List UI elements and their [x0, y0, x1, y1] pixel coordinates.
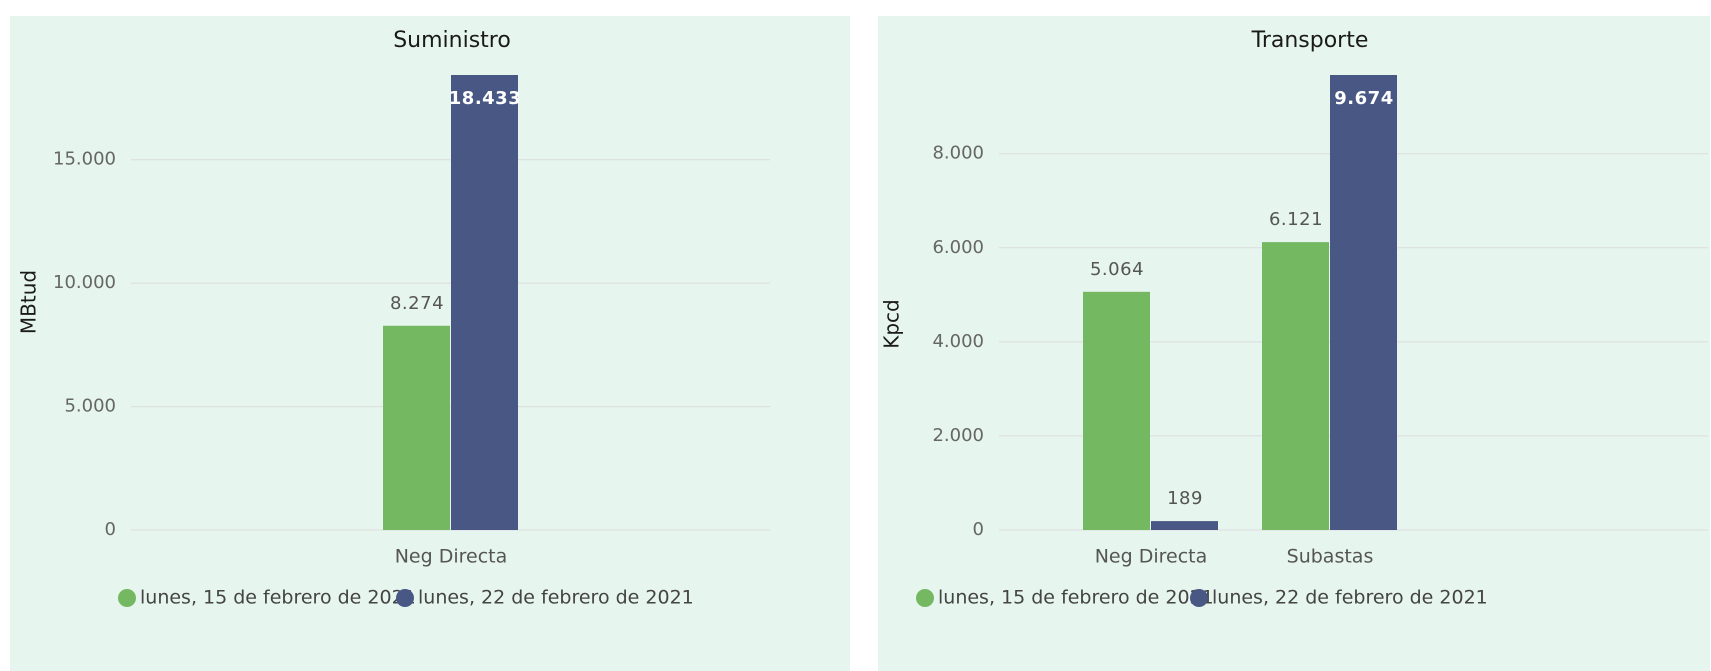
legend-marker: [916, 589, 934, 607]
data-label: 189: [1167, 488, 1203, 509]
y-tick-label: 6.000: [932, 237, 984, 258]
chart-title: Transporte: [1251, 28, 1369, 53]
bar: [1330, 75, 1397, 530]
y-tick-label: 4.000: [932, 331, 984, 352]
legend-marker: [396, 589, 414, 607]
legend-marker: [1190, 589, 1208, 607]
chart-panel-suministro: Suministro MBtud 0 5.000 10.000 15.000 8.274 18…: [10, 16, 850, 671]
legend-marker: [118, 589, 136, 607]
y-tick-label: 8.000: [932, 143, 984, 164]
chart-suministro: Suministro MBtud 0 5.000 10.000 15.000 8.274 18…: [17, 28, 770, 609]
y-tick-label: 0: [105, 519, 116, 540]
legend-label: lunes, 15 de febrero de 2021: [938, 587, 1214, 609]
x-category-label: Neg Directa: [395, 546, 508, 568]
bar: [1262, 242, 1329, 531]
data-label: 6.121: [1269, 209, 1323, 230]
y-axis-label: Kpcd: [880, 299, 904, 349]
chart-panel-transporte: Transporte Kpcd 0 2.000 4.000 6.000 8.000 5.064…: [878, 16, 1710, 671]
legend-label: lunes, 22 de febrero de 2021: [418, 587, 694, 609]
data-label: 18.433: [449, 88, 521, 109]
y-tick-label: 0: [973, 519, 984, 540]
y-tick-label: 10.000: [53, 272, 116, 293]
chart-transporte: Transporte Kpcd 0 2.000 4.000 6.000 8.000 5.064…: [880, 28, 1708, 609]
y-axis-label: MBtud: [17, 270, 41, 334]
bar: [1083, 291, 1150, 530]
data-label: 9.674: [1334, 88, 1393, 109]
x-category-label: Neg Directa: [1095, 546, 1208, 568]
data-label: 5.064: [1090, 259, 1144, 280]
y-tick-label: 5.000: [64, 396, 116, 417]
bar: [383, 325, 450, 530]
chart-title: Suministro: [393, 28, 511, 53]
legend-label: lunes, 15 de febrero de 2021: [140, 587, 416, 609]
bar: [451, 75, 518, 530]
legend-label: lunes, 22 de febrero de 2021: [1212, 587, 1488, 609]
x-category-label: Subastas: [1287, 546, 1374, 568]
bar: [1151, 521, 1218, 530]
y-tick-label: 2.000: [932, 425, 984, 446]
data-label: 8.274: [390, 293, 444, 314]
y-tick-label: 15.000: [53, 149, 116, 170]
